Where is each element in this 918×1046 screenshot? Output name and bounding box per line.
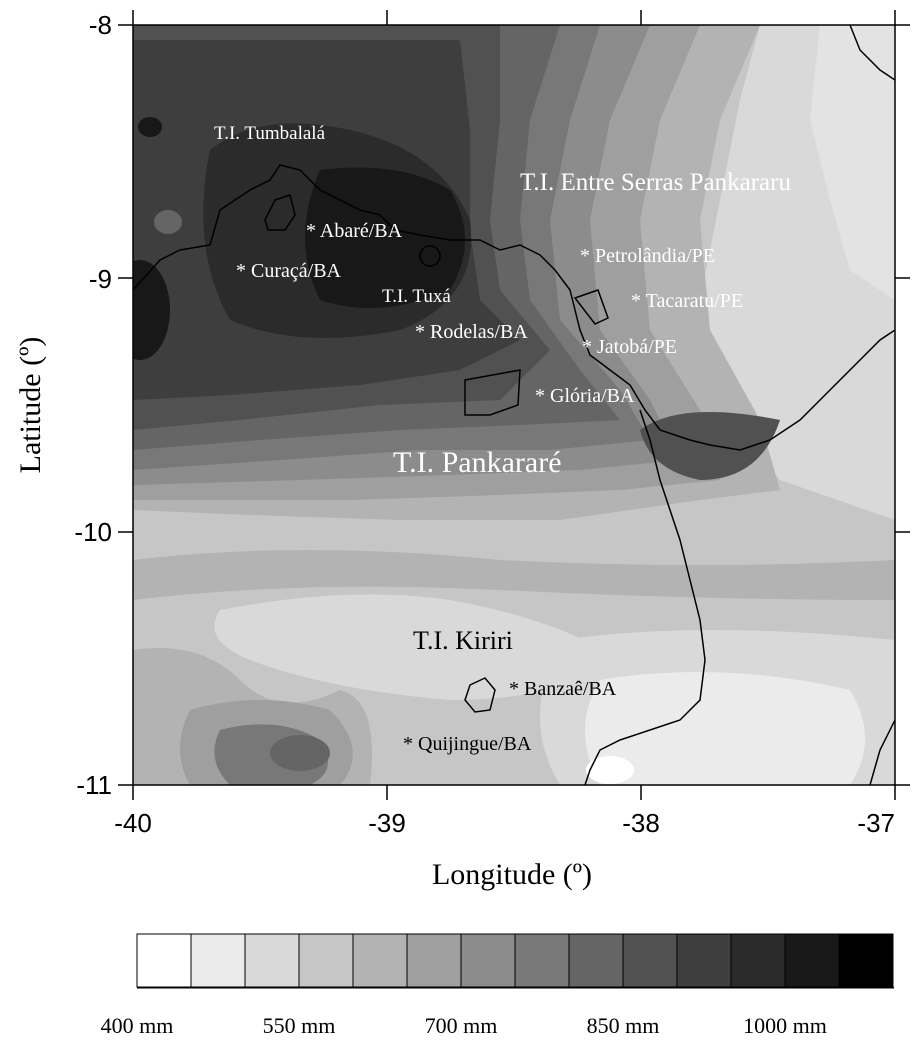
legend-label: 850 mm xyxy=(587,1013,660,1038)
legend-swatch xyxy=(406,933,462,988)
y-tick-label: -8 xyxy=(89,10,112,40)
city-label-gloria: * Glória/BA xyxy=(535,385,635,407)
legend-label: 1000 mm xyxy=(743,1013,827,1038)
land-label-entre-serras: T.I. Entre Serras Pankararu xyxy=(520,169,791,196)
y-axis-title: Latitude (º) xyxy=(14,337,47,474)
x-axis-title: Longitude (º) xyxy=(432,858,592,891)
legend-swatch xyxy=(352,933,408,988)
land-label-pankarare: T.I. Pankararé xyxy=(393,446,562,479)
legend-colorbar xyxy=(136,933,894,988)
x-tick-label: -37 xyxy=(857,808,895,838)
legend-label: 400 mm xyxy=(101,1013,174,1038)
legend-swatch xyxy=(298,933,354,988)
y-tick-label: -10 xyxy=(74,517,112,547)
contour-field xyxy=(133,25,895,785)
legend-swatch xyxy=(838,933,894,988)
city-label-jatoba: * Jatobá/PE xyxy=(582,336,677,358)
legend-swatch xyxy=(568,933,624,988)
city-label-curaca: * Curaçá/BA xyxy=(236,260,342,282)
legend-swatch xyxy=(622,933,678,988)
plot-frame xyxy=(132,24,896,786)
land-label-tumbalala: T.I. Tumbalalá xyxy=(214,123,326,144)
legend-bottom-rule xyxy=(137,987,894,989)
city-label-quijingue: * Quijingue/BA xyxy=(403,733,532,755)
x-tick-label: -40 xyxy=(114,808,152,838)
legend-swatch xyxy=(514,933,570,988)
legend-swatch xyxy=(784,933,840,988)
city-label-abare: * Abaré/BA xyxy=(306,220,403,242)
legend-swatch xyxy=(676,933,732,988)
legend-label: 700 mm xyxy=(425,1013,498,1038)
legend-swatch xyxy=(244,933,300,988)
legend-swatch xyxy=(136,933,192,988)
legend-swatch xyxy=(190,933,246,988)
x-tick-label: -39 xyxy=(368,808,406,838)
city-label-rodelas: * Rodelas/BA xyxy=(415,321,528,343)
city-label-tacaratu: * Tacaratu/PE xyxy=(631,290,743,312)
land-label-tuxa: T.I. Tuxá xyxy=(382,286,451,307)
land-label-kiriri: T.I. Kiriri xyxy=(413,626,513,655)
city-label-banzae: * Banzaê/BA xyxy=(509,678,617,700)
x-tick-label: -38 xyxy=(622,808,660,838)
legend-swatch xyxy=(730,933,786,988)
axis-ticks xyxy=(118,10,910,800)
city-label-petrolandia: * Petrolândia/PE xyxy=(580,245,715,267)
legend-label: 550 mm xyxy=(263,1013,336,1038)
y-tick-label: -11 xyxy=(76,770,112,800)
legend-swatch xyxy=(460,933,516,988)
boundary-lines xyxy=(133,25,895,785)
y-tick-label: -9 xyxy=(89,264,112,294)
